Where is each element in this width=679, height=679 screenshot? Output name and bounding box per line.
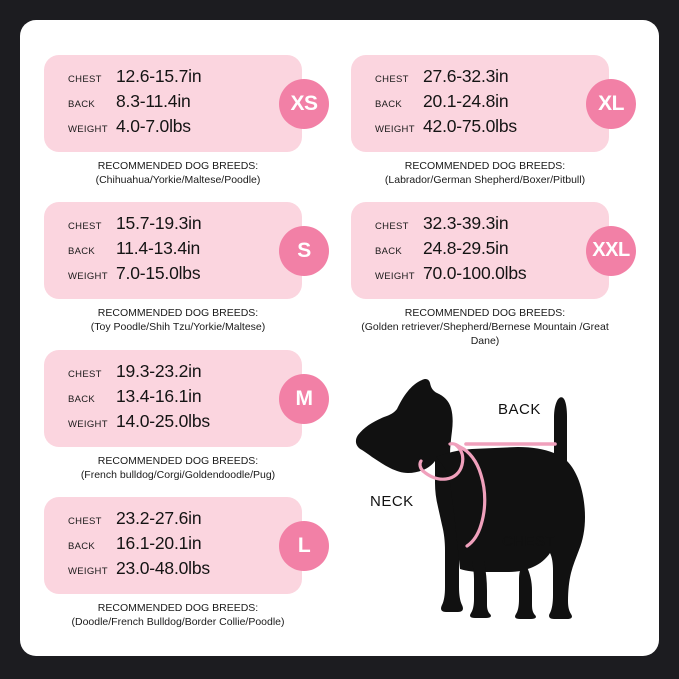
weight-label: WEIGHT (375, 124, 415, 135)
back-label: BACK (375, 99, 403, 110)
breeds-block: RECOMMENDED DOG BREEDS: (Labrador/German… (351, 159, 619, 187)
chest-label: CHEST (68, 221, 102, 232)
chest-value: 23.2-27.6in (116, 508, 202, 528)
weight-label: WEIGHT (68, 271, 108, 282)
breeds-heading: RECOMMENDED DOG BREEDS: (97, 602, 259, 614)
size-card-xxl: CHEST 32.3-39.3in BACK 24.8-29.5in WEIGH… (351, 202, 636, 348)
breeds-list: (Labrador/German Shepherd/Boxer/Pitbull) (384, 174, 586, 186)
weight-label: WEIGHT (68, 566, 108, 577)
weight-value: 70.0-100.0lbs (423, 263, 527, 283)
size-card-body: CHEST 27.6-32.3in BACK 20.1-24.8in WEIGH… (351, 55, 636, 152)
breeds-heading: RECOMMENDED DOG BREEDS: (404, 160, 566, 172)
weight-row: WEIGHT 14.0-25.0lbs (44, 411, 302, 436)
weight-label: WEIGHT (68, 419, 108, 430)
back-row: BACK 11.4-13.4in (44, 238, 302, 263)
breeds-heading: RECOMMENDED DOG BREEDS: (97, 160, 259, 172)
chest-row: CHEST 27.6-32.3in (351, 66, 609, 91)
size-badge-m: M (279, 373, 329, 424)
back-label: BACK (68, 394, 96, 405)
back-row: BACK 24.8-29.5in (351, 238, 609, 263)
back-row: BACK 20.1-24.8in (351, 91, 609, 116)
weight-row: WEIGHT 70.0-100.0lbs (351, 263, 609, 288)
chest-row: CHEST 12.6-15.7in (44, 66, 302, 91)
neck-measure-label: NECK (370, 493, 414, 510)
weight-row: WEIGHT 4.0-7.0lbs (44, 116, 302, 141)
back-value: 13.4-16.1in (116, 386, 202, 406)
size-badge-l: L (279, 520, 329, 571)
chest-label: CHEST (68, 516, 102, 527)
weight-row: WEIGHT 23.0-48.0lbs (44, 558, 302, 583)
size-badge-xs: XS (279, 78, 329, 129)
back-row: BACK 13.4-16.1in (44, 386, 302, 411)
size-card-body: CHEST 19.3-23.2in BACK 13.4-16.1in WEIGH… (44, 350, 329, 447)
weight-value: 23.0-48.0lbs (116, 558, 210, 578)
chest-label: CHEST (375, 221, 409, 232)
back-value: 16.1-20.1in (116, 533, 202, 553)
chest-value: 32.3-39.3in (423, 213, 509, 233)
chest-row: CHEST 32.3-39.3in (351, 213, 609, 238)
breeds-list: (Doodle/French Bulldog/Border Collie/Poo… (71, 616, 285, 628)
size-card-body: CHEST 32.3-39.3in BACK 24.8-29.5in WEIGH… (351, 202, 636, 299)
weight-row: WEIGHT 7.0-15.0lbs (44, 263, 302, 288)
back-measure-label: BACK (498, 401, 541, 418)
chest-row: CHEST 15.7-19.3in (44, 213, 302, 238)
breeds-heading: RECOMMENDED DOG BREEDS: (97, 455, 259, 467)
size-card-body: CHEST 15.7-19.3in BACK 11.4-13.4in WEIGH… (44, 202, 329, 299)
breeds-list: (Chihuahua/Yorkie/Maltese/Poodle) (95, 174, 261, 186)
weight-label: WEIGHT (375, 271, 415, 282)
back-row: BACK 16.1-20.1in (44, 533, 302, 558)
back-value: 8.3-11.4in (116, 91, 191, 111)
breeds-block: RECOMMENDED DOG BREEDS: (Doodle/French B… (44, 601, 312, 629)
breeds-list: (Toy Poodle/Shih Tzu/Yorkie/Maltese) (90, 321, 266, 333)
chest-row: CHEST 23.2-27.6in (44, 508, 302, 533)
breeds-block: RECOMMENDED DOG BREEDS: (Golden retrieve… (351, 306, 619, 348)
breeds-list: (Golden retriever/Shepherd/Bernese Mount… (361, 321, 609, 347)
dog-measurement-diagram: BACK NECK CHEST (350, 365, 650, 635)
back-label: BACK (68, 541, 96, 552)
size-card-body: CHEST 23.2-27.6in BACK 16.1-20.1in WEIGH… (44, 497, 329, 594)
chest-label: CHEST (68, 369, 102, 380)
chest-row: CHEST 19.3-23.2in (44, 361, 302, 386)
size-card-l: CHEST 23.2-27.6in BACK 16.1-20.1in WEIGH… (44, 497, 329, 629)
back-value: 11.4-13.4in (116, 238, 201, 258)
size-badge-xl: XL (586, 78, 636, 129)
weight-label: WEIGHT (68, 124, 108, 135)
chest-value: 27.6-32.3in (423, 66, 509, 86)
back-label: BACK (375, 246, 403, 257)
weight-value: 14.0-25.0lbs (116, 411, 210, 431)
chest-label: CHEST (375, 74, 409, 85)
chart-panel: CHEST 12.6-15.7in BACK 8.3-11.4in WEIGHT… (20, 20, 659, 656)
chest-label: CHEST (68, 74, 102, 85)
chest-value: 19.3-23.2in (116, 361, 202, 381)
breeds-block: RECOMMENDED DOG BREEDS: (Chihuahua/Yorki… (44, 159, 312, 187)
chest-measure-label: CHEST (502, 533, 556, 550)
back-value: 20.1-24.8in (423, 91, 509, 111)
back-value: 24.8-29.5in (423, 238, 509, 258)
breeds-block: RECOMMENDED DOG BREEDS: (Toy Poodle/Shih… (44, 306, 312, 334)
size-badge-s: S (279, 225, 329, 276)
size-card-xs: CHEST 12.6-15.7in BACK 8.3-11.4in WEIGHT… (44, 55, 329, 187)
weight-row: WEIGHT 42.0-75.0lbs (351, 116, 609, 141)
size-card-m: CHEST 19.3-23.2in BACK 13.4-16.1in WEIGH… (44, 350, 329, 482)
size-badge-xxl: XXL (586, 225, 636, 276)
breeds-list: (French bulldog/Corgi/Goldendoodle/Pug) (80, 469, 276, 481)
size-card-body: CHEST 12.6-15.7in BACK 8.3-11.4in WEIGHT… (44, 55, 329, 152)
back-label: BACK (68, 99, 96, 110)
breeds-heading: RECOMMENDED DOG BREEDS: (97, 307, 259, 319)
dog-silhouette-icon (355, 379, 585, 619)
breeds-heading: RECOMMENDED DOG BREEDS: (404, 307, 566, 319)
weight-value: 7.0-15.0lbs (116, 263, 201, 283)
size-card-s: CHEST 15.7-19.3in BACK 11.4-13.4in WEIGH… (44, 202, 329, 334)
size-card-xl: CHEST 27.6-32.3in BACK 20.1-24.8in WEIGH… (351, 55, 636, 187)
breeds-block: RECOMMENDED DOG BREEDS: (French bulldog/… (44, 454, 312, 482)
weight-value: 42.0-75.0lbs (423, 116, 517, 136)
back-label: BACK (68, 246, 96, 257)
chest-value: 15.7-19.3in (116, 213, 202, 233)
back-row: BACK 8.3-11.4in (44, 91, 302, 116)
weight-value: 4.0-7.0lbs (116, 116, 191, 136)
chest-value: 12.6-15.7in (116, 66, 202, 86)
